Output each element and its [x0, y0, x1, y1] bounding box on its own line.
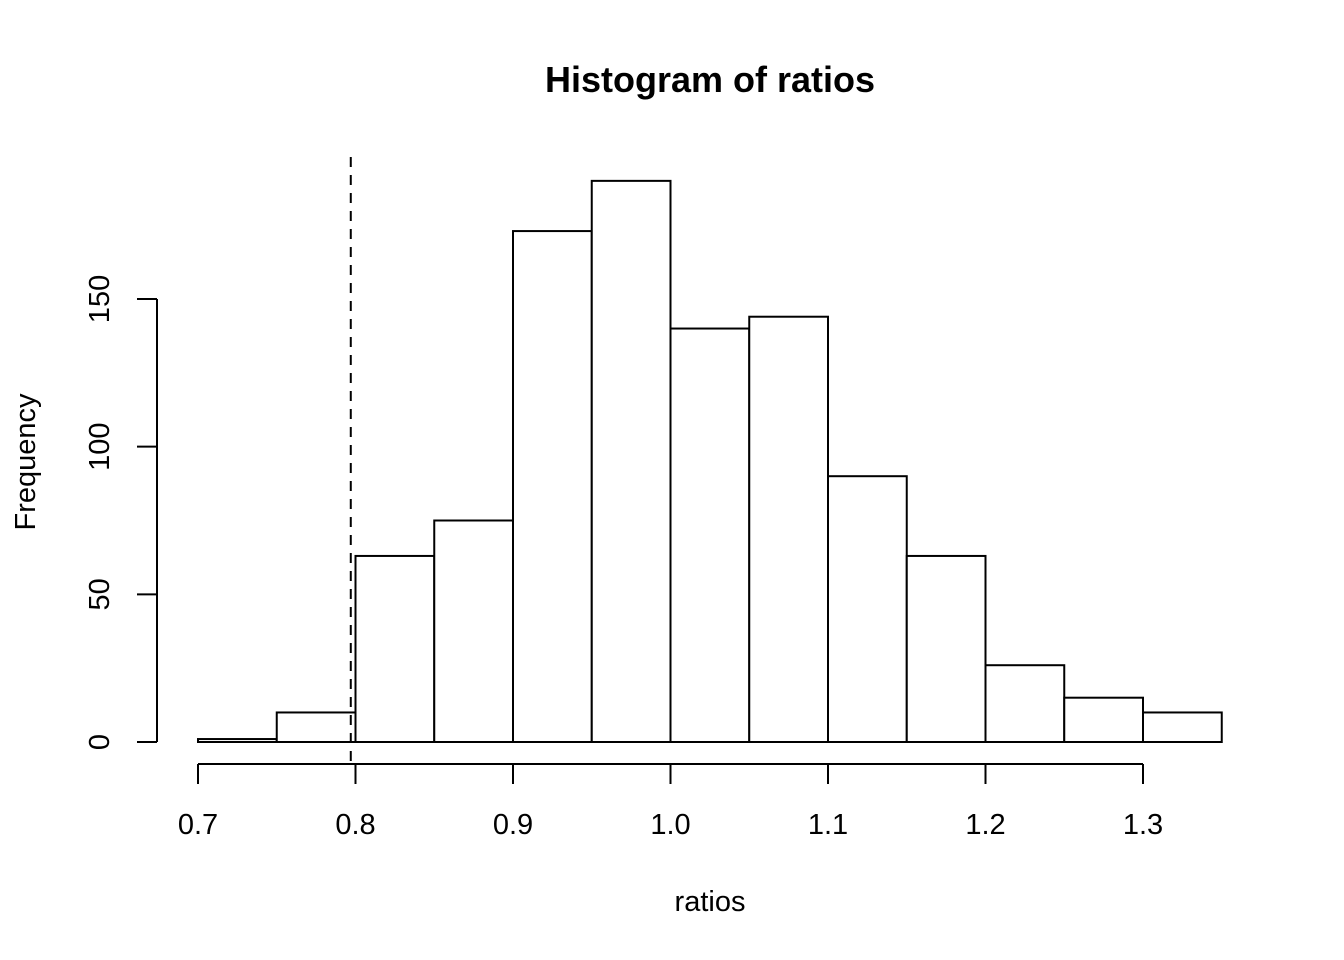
y-tick-label-0: 0 [84, 734, 116, 750]
histogram-bar-10 [986, 665, 1065, 742]
histogram-bar-2 [356, 556, 435, 742]
x-tick-label-6: 1.3 [1123, 809, 1163, 841]
histogram-bar-3 [434, 521, 513, 743]
chart-title: Histogram of ratios [545, 59, 875, 100]
histogram-bar-9 [907, 556, 986, 742]
x-tick-label-5: 1.2 [965, 809, 1005, 841]
histogram-bar-5 [592, 181, 671, 742]
y-tick-label-1: 50 [84, 578, 116, 610]
x-axis: 0.7 0.8 0.9 1.0 1.1 1.2 1.3 [178, 764, 1163, 841]
y-axis-label: Frequency [10, 393, 42, 531]
histogram-bar-0 [198, 739, 277, 742]
x-tick-label-0: 0.7 [178, 809, 218, 841]
y-tick-label-2: 100 [84, 422, 116, 470]
y-axis: 0 50 100 150 [84, 275, 157, 750]
histogram-bar-12 [1143, 712, 1222, 742]
histogram-bar-4 [513, 231, 592, 742]
histogram-bar-1 [277, 712, 356, 742]
x-tick-label-2: 0.9 [493, 809, 533, 841]
histogram-bar-11 [1064, 698, 1143, 742]
histogram-bar-8 [828, 476, 907, 742]
histogram-bar-6 [671, 329, 750, 742]
y-tick-label-3: 150 [84, 275, 116, 323]
histogram-bar-7 [749, 317, 828, 742]
x-axis-label: ratios [675, 886, 746, 918]
x-tick-label-3: 1.0 [650, 809, 690, 841]
x-tick-label-1: 0.8 [335, 809, 375, 841]
x-tick-label-4: 1.1 [808, 809, 848, 841]
